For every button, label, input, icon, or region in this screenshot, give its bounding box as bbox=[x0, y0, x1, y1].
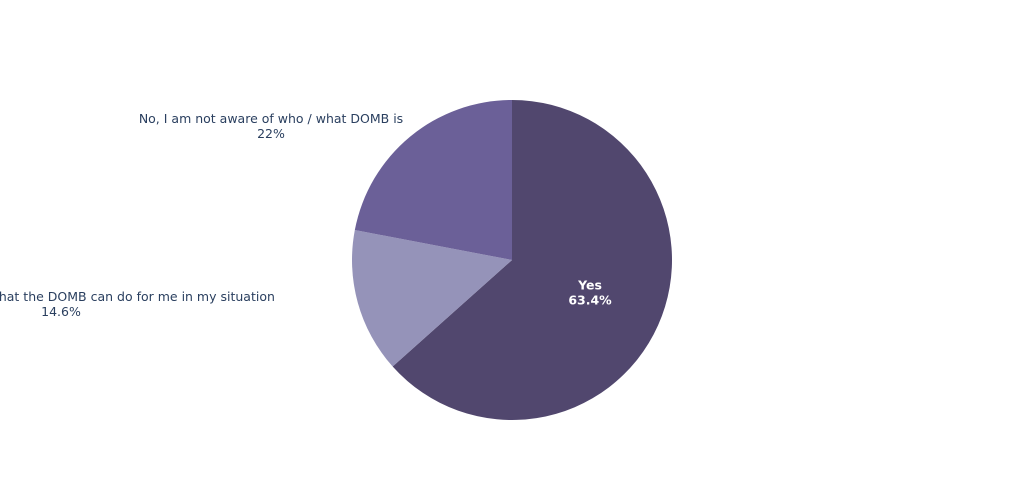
slice-label-2: Yes, but I do not know what the DOMB can… bbox=[0, 289, 275, 319]
pie-slices bbox=[352, 100, 672, 420]
pie-slice-2 bbox=[352, 230, 512, 367]
pie-slice-3 bbox=[354, 100, 512, 260]
slice-label-1: Yes 63.4% bbox=[568, 278, 612, 308]
pie-slice-1 bbox=[392, 100, 672, 420]
slice-label-3: No, I am not aware of who / what DOMB is… bbox=[139, 111, 403, 141]
